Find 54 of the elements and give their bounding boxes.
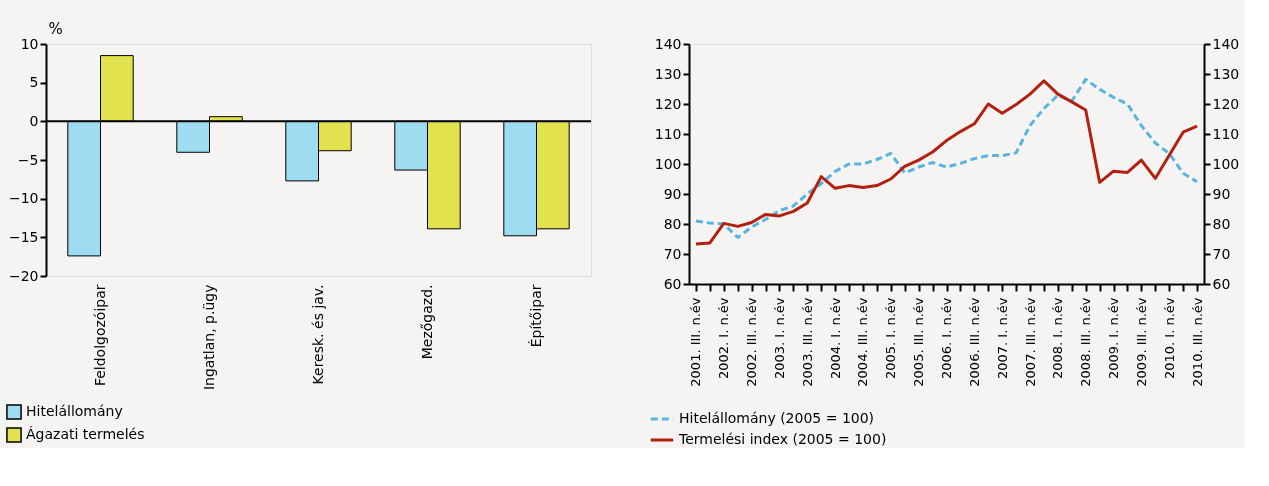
y2-tick-label: 60 xyxy=(1212,275,1231,292)
y-tick-label: −20 xyxy=(8,267,39,284)
x-tick-label: 2002. I. n.év xyxy=(716,297,732,380)
x-tick-label: 2007. III. n.év xyxy=(1022,297,1038,387)
y2-tick-label: 140 xyxy=(1212,35,1240,52)
x-tick-label: 2006. III. n.év xyxy=(966,297,982,387)
x-tick-label: 2004. I. n.év xyxy=(827,297,843,380)
y-tick-label: 70 xyxy=(663,245,682,262)
x-tick-label: 2008. I. n.év xyxy=(1050,297,1066,380)
y2-tick-label: 130 xyxy=(1212,65,1240,82)
y2-tick-label: 80 xyxy=(1212,215,1231,232)
y-tick-label: 140 xyxy=(654,35,682,52)
legend-label: Termelési index (2005 = 100) xyxy=(678,431,887,447)
y-tick-label: 80 xyxy=(663,215,682,232)
y-tick-label: 90 xyxy=(663,185,682,202)
y-tick-label: −10 xyxy=(8,190,39,207)
x-tick-label: Ingatlan, p.ügy xyxy=(200,284,217,391)
legend-label: Hitelállomány xyxy=(26,403,123,419)
y-tick-label: 60 xyxy=(663,275,682,292)
y-tick-label: −15 xyxy=(8,228,39,245)
x-tick-label: 2009. III. n.év xyxy=(1133,297,1149,387)
x-tick-label: Keresk. és jav. xyxy=(309,284,326,385)
x-tick-label: 2002. III. n.év xyxy=(744,297,760,387)
x-tick-label: 2008. III. n.év xyxy=(1078,297,1094,387)
legend-label: Ágazati termelés xyxy=(26,426,145,442)
x-tick-label: 2009. I. n.év xyxy=(1106,297,1122,380)
y-tick-label: 5 xyxy=(29,74,39,91)
y-tick-label: 120 xyxy=(654,95,682,112)
y-tick-label: 0 xyxy=(29,112,39,129)
y-tick-label: 100 xyxy=(654,155,682,172)
x-tick-label: 2001. III. n.év xyxy=(688,297,704,387)
x-tick-label: 2005. I. n.év xyxy=(883,297,899,380)
y2-tick-label: 110 xyxy=(1212,125,1240,142)
x-tick-label: 2006. I. n.év xyxy=(939,297,954,380)
y-tick-label: 110 xyxy=(654,125,682,142)
x-tick-label: 2003. III. n.év xyxy=(799,297,815,387)
x-tick-label: Építőipar xyxy=(527,284,544,348)
x-tick-label: 2004. III. n.év xyxy=(855,297,871,387)
x-tick-label: 2003. I. n.év xyxy=(771,297,787,380)
x-tick-label: Mezőgazd. xyxy=(418,284,435,360)
x-tick-label: Feldolgozóipar xyxy=(91,284,108,387)
x-tick-label: 2010. I. n.év xyxy=(1161,297,1177,380)
y-tick-label: 10 xyxy=(20,35,39,52)
x-tick-label: 2010. III. n.év xyxy=(1189,297,1205,387)
y-tick-label: 130 xyxy=(654,65,682,82)
y-axis-title: % xyxy=(48,19,63,38)
x-tick-label: 2005. III. n.év xyxy=(911,297,927,387)
y-tick-label: −5 xyxy=(17,151,39,168)
y2-tick-label: 100 xyxy=(1212,155,1240,172)
y2-tick-label: 120 xyxy=(1212,95,1240,112)
legend-label: Hitelállomány (2005 = 100) xyxy=(679,410,875,426)
x-tick-label: 2007. I. n.év xyxy=(994,297,1010,380)
y2-tick-label: 90 xyxy=(1212,185,1231,202)
y2-tick-label: 70 xyxy=(1212,245,1231,262)
